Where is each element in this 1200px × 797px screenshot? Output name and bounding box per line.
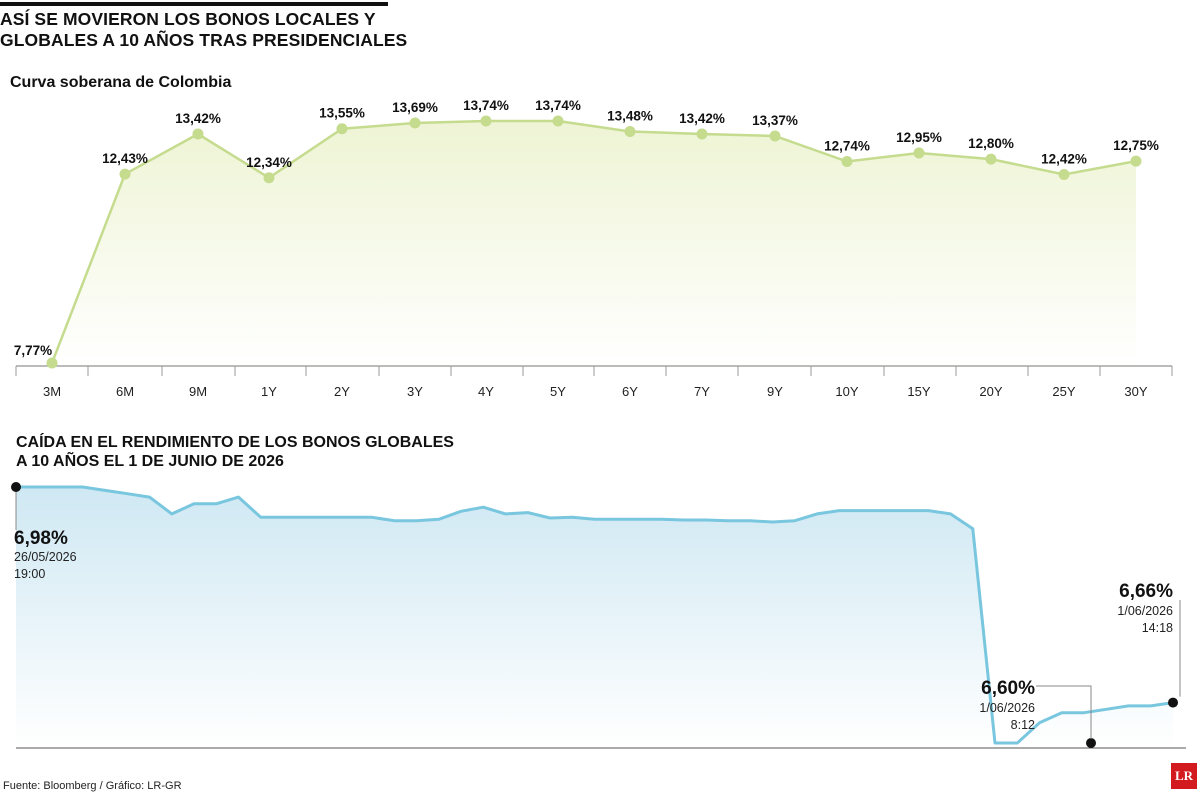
curve-point <box>841 156 853 168</box>
curve-tick-label: 10Y <box>835 384 858 399</box>
curve-data-label: 12,43% <box>102 151 148 166</box>
curve-tick-label: 20Y <box>979 384 1002 399</box>
end-value: 6,66% <box>1119 581 1173 602</box>
curve-data-label: 13,74% <box>535 98 581 113</box>
curve-point <box>985 153 997 165</box>
curve-point <box>46 357 58 369</box>
curve-tick-label: 9Y <box>767 384 783 399</box>
curve-area <box>52 121 1136 366</box>
curve-point <box>552 115 564 127</box>
min-date: 1/06/2026 <box>979 701 1035 715</box>
curve-tick-label: 2Y <box>334 384 350 399</box>
global-bonds-chart: 6,98%26/05/2026 19:00 6,60% 1/06/2026 8:12 6,… <box>11 482 1186 749</box>
curve-point <box>119 168 131 180</box>
curve-data-label: 13,42% <box>175 111 221 126</box>
curve-point <box>480 115 492 127</box>
start-marker <box>11 482 21 492</box>
curve-point <box>409 117 421 129</box>
curve-data-label: 12,95% <box>896 130 942 145</box>
end-marker <box>1168 697 1178 708</box>
global-bonds-title: CAÍDA EN EL RENDIMIENTO DE LOS BONOS GLO… <box>16 434 454 470</box>
curve-tick-label: 9M <box>189 384 207 399</box>
sovereign-curve-chart: 3M 6M 9M 1Y 2Y 3Y 4Y 5Y 6Y 7Y 9Y 10Y 15Y 20Y 25Y 30Y 7,7… <box>14 98 1173 399</box>
curve-line <box>50 119 1137 364</box>
curve-tick-label: 25Y <box>1052 384 1075 399</box>
curve-data-label: 12,34% <box>246 155 292 170</box>
curve-data-label: 13,69% <box>392 100 438 115</box>
curve-tick-label: 7Y <box>694 384 710 399</box>
start-value: 6,98% <box>14 528 68 549</box>
curve-point <box>624 126 636 138</box>
curve-tick-label: 1Y <box>261 384 277 399</box>
global-line <box>16 485 1174 745</box>
min-marker <box>1086 738 1096 748</box>
curve-point <box>913 147 925 159</box>
curve-point <box>336 123 348 135</box>
curve-data-label: 13,74% <box>463 98 509 113</box>
curve-data-label: 7,77% <box>14 343 52 358</box>
curve-point <box>263 172 275 184</box>
min-value: 6,60% <box>981 678 1035 699</box>
curve-data-label: 12,75% <box>1113 138 1159 153</box>
curve-tick-label: 3M <box>43 384 61 399</box>
curve-tick-label: 6Y <box>622 384 638 399</box>
start-date: 26/05/2026 <box>14 550 77 564</box>
curve-data-label: 13,37% <box>752 113 798 128</box>
curve-point <box>1058 169 1070 181</box>
curve-tick-label: 4Y <box>478 384 494 399</box>
start-time: 19:00 <box>14 567 45 581</box>
source-note: Fuente: Bloomberg / Gráfico: LR-GR <box>3 780 182 792</box>
curve-tick-label: 15Y <box>907 384 930 399</box>
curve-tick-label: 30Y <box>1124 384 1147 399</box>
end-time: 14:18 <box>1142 621 1173 635</box>
min-time: 8:12 <box>1011 718 1035 732</box>
curve-point <box>1130 155 1142 167</box>
curve-data-label: 12,74% <box>824 139 870 154</box>
curve-data-label: 12,80% <box>968 136 1014 151</box>
end-date: 1/06/2026 <box>1117 604 1173 618</box>
global-area <box>16 487 1173 748</box>
curve-point <box>696 128 708 140</box>
infographic-title: ASÍ SE MOVIERON LOS BONOS LOCALES Y GLOB… <box>0 9 408 50</box>
curve-point <box>192 128 204 140</box>
sovereign-curve-title: Curva soberana de Colombia <box>10 74 232 91</box>
curve-point <box>769 130 781 142</box>
min-leader <box>1036 685 1092 739</box>
curve-data-label: 13,55% <box>319 106 365 121</box>
curve-tick-label: 6M <box>116 384 134 399</box>
curve-data-label: 12,42% <box>1041 152 1087 167</box>
curve-data-label: 13,48% <box>607 109 653 124</box>
curve-data-label: 13,42% <box>679 111 725 126</box>
title-top-rule <box>0 2 388 6</box>
curve-tick-label: 3Y <box>407 384 423 399</box>
curve-tick-label: 5Y <box>550 384 566 399</box>
lr-logo: LR <box>1171 763 1197 789</box>
